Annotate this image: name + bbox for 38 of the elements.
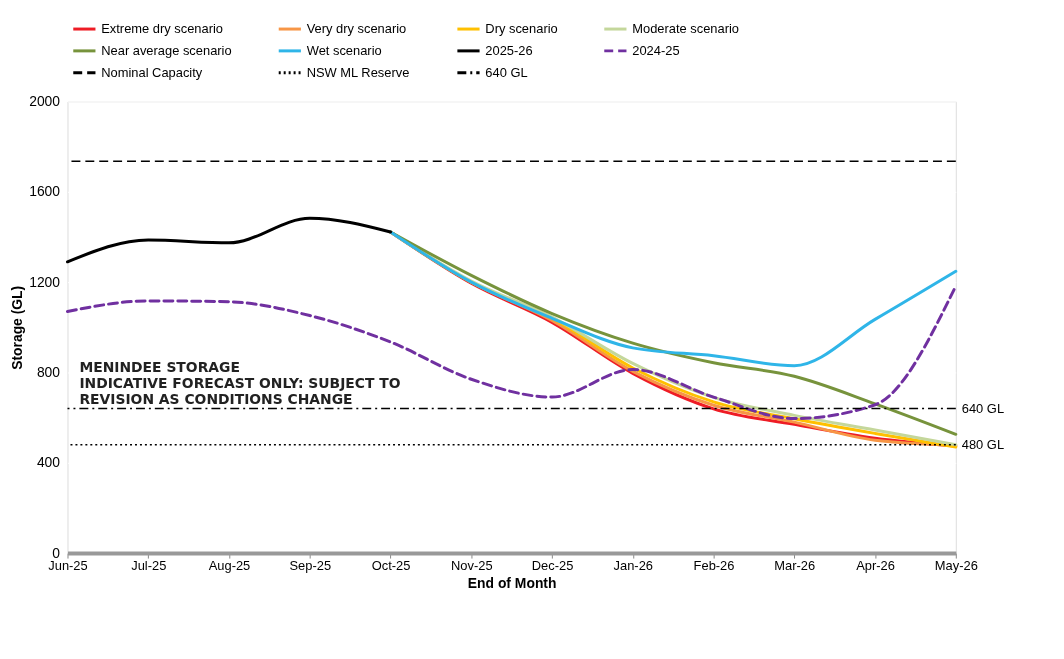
y-tick-label: 400 — [36, 454, 61, 471]
x-tick-label: Oct-25 — [371, 558, 411, 574]
y-tick-label: 2000 — [29, 92, 61, 109]
y-tick-label: 1200 — [29, 273, 61, 290]
legend-label: Near average scenario — [101, 42, 232, 58]
annotation: 640 GL — [961, 400, 1005, 416]
y-axis-title: Storage (GL) — [9, 285, 26, 370]
x-tick-label: Nov-25 — [450, 558, 493, 574]
annotation: REVISION AS CONDITIONS CHANGE — [79, 391, 353, 408]
legend-label: 2025-26 — [485, 42, 533, 58]
annotation: INDICATIVE FORECAST ONLY: SUBJECT TO — [79, 375, 401, 392]
legend-label: Dry scenario — [485, 21, 558, 37]
x-tick-label: Sep-25 — [289, 558, 332, 574]
x-tick-label: Feb-26 — [693, 558, 735, 574]
legend-label: 640 GL — [485, 64, 528, 80]
legend-label: NSW ML Reserve — [306, 64, 410, 80]
x-tick-label: Jan-26 — [613, 558, 653, 574]
x-tick-label: May-26 — [934, 558, 978, 574]
y-tick-label: 1600 — [29, 183, 61, 200]
x-tick-label: Apr-26 — [856, 558, 895, 574]
legend-label: Moderate scenario — [632, 21, 740, 37]
y-tick-label: 0 — [52, 544, 61, 561]
x-tick-label: Dec-25 — [531, 558, 574, 574]
line-series — [66, 216, 393, 264]
annotation: 480 GL — [961, 436, 1005, 452]
legend-label: 2024-25 — [632, 42, 680, 58]
line-series — [389, 230, 958, 368]
legend-label: Wet scenario — [306, 42, 382, 58]
annotation: MENINDEE STORAGE — [79, 359, 240, 376]
x-tick-label: Mar-26 — [774, 558, 816, 574]
y-tick-label: 800 — [36, 363, 61, 380]
x-tick-label: Aug-25 — [208, 558, 251, 574]
legend-label: Very dry scenario — [306, 21, 407, 37]
legend-label: Nominal Capacity — [101, 64, 203, 80]
x-axis-title: End of Month — [467, 575, 557, 592]
x-tick-label: Jun-25 — [48, 558, 88, 574]
x-tick-label: Jul-25 — [131, 558, 167, 574]
legend-label: Extreme dry scenario — [101, 21, 224, 37]
